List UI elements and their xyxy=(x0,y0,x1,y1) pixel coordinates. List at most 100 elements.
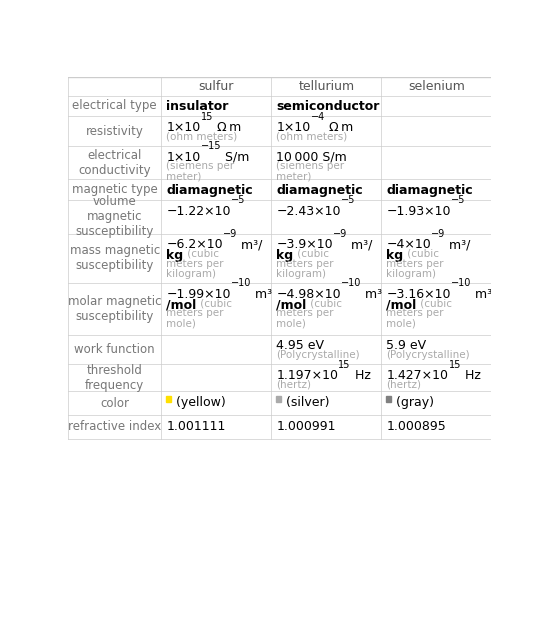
Text: (silver): (silver) xyxy=(282,396,330,409)
Text: −4×10: −4×10 xyxy=(387,239,431,252)
Text: m³: m³ xyxy=(251,288,272,301)
Text: m³: m³ xyxy=(471,288,492,301)
Text: diamagnetic: diamagnetic xyxy=(167,184,253,197)
Text: −3.9×10: −3.9×10 xyxy=(276,239,333,252)
Text: /mol: /mol xyxy=(167,298,197,311)
Text: meters per: meters per xyxy=(387,308,444,319)
Text: color: color xyxy=(100,397,129,410)
Text: mass magnetic
susceptibility: mass magnetic susceptibility xyxy=(70,244,160,272)
Text: magnetic type: magnetic type xyxy=(72,183,158,196)
Text: 1.197×10: 1.197×10 xyxy=(276,369,339,382)
Text: meters per: meters per xyxy=(387,259,444,269)
Text: −9: −9 xyxy=(333,229,347,239)
Text: (hertz): (hertz) xyxy=(387,380,422,389)
Text: Ω m: Ω m xyxy=(213,121,241,134)
Text: 1.427×10: 1.427×10 xyxy=(387,369,448,382)
Text: (gray): (gray) xyxy=(393,396,435,409)
Text: Ω m: Ω m xyxy=(325,121,353,134)
Text: −10: −10 xyxy=(451,278,471,288)
Text: meter): meter) xyxy=(167,172,202,181)
Text: electrical type: electrical type xyxy=(73,99,157,113)
Text: −1.93×10: −1.93×10 xyxy=(387,205,451,218)
Text: m³/: m³/ xyxy=(446,239,471,252)
Text: (cubic: (cubic xyxy=(417,298,452,308)
Text: meters per: meters per xyxy=(276,308,334,319)
Text: −4.98×10: −4.98×10 xyxy=(276,288,341,301)
Text: −10: −10 xyxy=(231,278,251,288)
Text: −3.16×10: −3.16×10 xyxy=(387,288,451,301)
Text: Hz: Hz xyxy=(461,369,480,382)
Text: −9: −9 xyxy=(223,229,238,239)
Bar xyxy=(387,396,391,401)
Text: meters per: meters per xyxy=(167,308,224,319)
Text: −9: −9 xyxy=(431,229,446,239)
Text: threshold
frequency: threshold frequency xyxy=(85,364,145,392)
Text: volume
magnetic
susceptibility: volume magnetic susceptibility xyxy=(75,195,154,238)
Text: (siemens per: (siemens per xyxy=(167,161,235,171)
Text: −2.43×10: −2.43×10 xyxy=(276,205,341,218)
Text: kg: kg xyxy=(276,249,294,262)
Text: 1.001111: 1.001111 xyxy=(167,420,226,433)
Text: 1.000895: 1.000895 xyxy=(387,420,446,433)
Bar xyxy=(167,396,171,401)
Text: m³/: m³/ xyxy=(347,239,373,252)
Text: /mol: /mol xyxy=(276,298,307,311)
Text: (siemens per: (siemens per xyxy=(276,161,345,171)
Text: insulator: insulator xyxy=(167,100,229,113)
Text: mole): mole) xyxy=(387,319,417,329)
Text: mole): mole) xyxy=(167,319,197,329)
Text: S/m: S/m xyxy=(221,151,250,164)
Text: 1×10: 1×10 xyxy=(276,121,311,134)
Text: 1.000991: 1.000991 xyxy=(276,420,336,433)
Text: −1.22×10: −1.22×10 xyxy=(167,205,231,218)
Text: −5: −5 xyxy=(341,195,355,205)
Text: −15: −15 xyxy=(201,141,221,151)
Text: semiconductor: semiconductor xyxy=(276,100,380,113)
Text: mole): mole) xyxy=(276,319,306,329)
Text: (Polycrystalline): (Polycrystalline) xyxy=(387,350,470,360)
Text: (ohm meters): (ohm meters) xyxy=(276,131,348,141)
Text: −10: −10 xyxy=(341,278,361,288)
Text: −4: −4 xyxy=(311,111,325,122)
Text: selenium: selenium xyxy=(408,79,465,93)
Text: diamagnetic: diamagnetic xyxy=(276,184,363,197)
Text: m³/: m³/ xyxy=(238,239,263,252)
Text: meters per: meters per xyxy=(167,259,224,269)
Text: −1.99×10: −1.99×10 xyxy=(167,288,231,301)
Text: diamagnetic: diamagnetic xyxy=(387,184,473,197)
Text: m³: m³ xyxy=(361,288,383,301)
Text: (cubic: (cubic xyxy=(197,298,232,308)
Text: molar magnetic
susceptibility: molar magnetic susceptibility xyxy=(68,294,162,323)
Text: kg: kg xyxy=(387,249,403,262)
Text: (cubic: (cubic xyxy=(294,249,329,259)
Text: (Polycrystalline): (Polycrystalline) xyxy=(276,350,360,360)
Text: /mol: /mol xyxy=(387,298,417,311)
Text: 15: 15 xyxy=(448,360,461,369)
Text: kg: kg xyxy=(167,249,183,262)
Text: 1×10: 1×10 xyxy=(167,151,201,164)
Text: 15: 15 xyxy=(201,111,213,122)
Text: Hz: Hz xyxy=(351,369,371,382)
Text: −5: −5 xyxy=(451,195,465,205)
Text: 15: 15 xyxy=(339,360,351,369)
Text: sulfur: sulfur xyxy=(199,79,234,93)
Text: kilogram): kilogram) xyxy=(167,269,216,280)
Text: −6.2×10: −6.2×10 xyxy=(167,239,223,252)
Text: meters per: meters per xyxy=(276,259,334,269)
Bar xyxy=(276,396,281,401)
Text: refractive index: refractive index xyxy=(68,420,162,433)
Text: 10 000 S/m: 10 000 S/m xyxy=(276,151,347,164)
Text: 1×10: 1×10 xyxy=(167,121,201,134)
Text: (cubic: (cubic xyxy=(307,298,342,308)
Text: (ohm meters): (ohm meters) xyxy=(167,131,238,141)
Text: kilogram): kilogram) xyxy=(276,269,327,280)
Text: −5: −5 xyxy=(231,195,245,205)
Text: 4.95 eV: 4.95 eV xyxy=(276,339,324,353)
Text: work function: work function xyxy=(74,343,155,356)
Text: meter): meter) xyxy=(276,172,312,181)
Text: (cubic: (cubic xyxy=(183,249,218,259)
Text: tellurium: tellurium xyxy=(298,79,354,93)
Text: resistivity: resistivity xyxy=(86,125,144,138)
Text: 5.9 eV: 5.9 eV xyxy=(387,339,426,353)
Text: (yellow): (yellow) xyxy=(173,396,226,409)
